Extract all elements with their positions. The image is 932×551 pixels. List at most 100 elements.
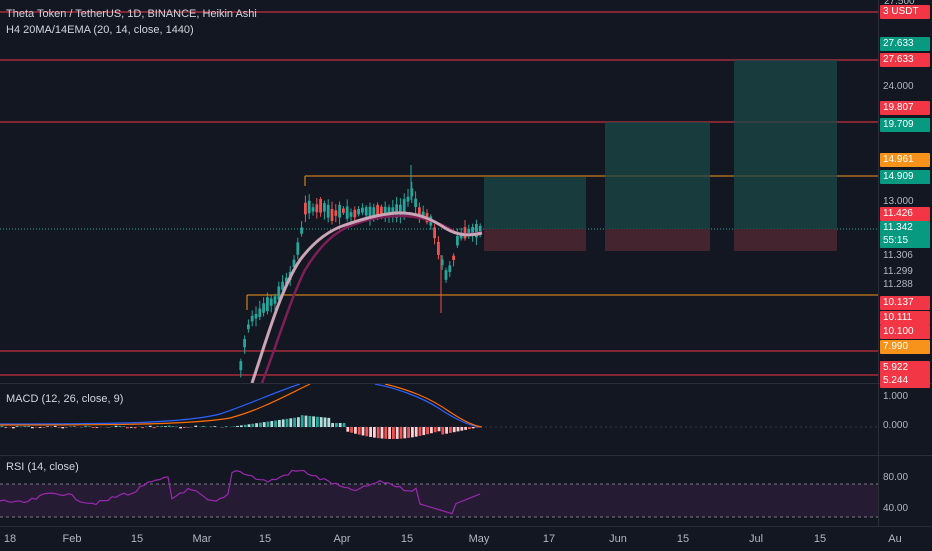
time-label: May — [469, 533, 490, 545]
macd-histogram-bar — [130, 427, 133, 428]
main-chart-pane[interactable]: Theta Token / TetherUS, 1D, BINANCE, Hei… — [0, 0, 878, 383]
price-label: 10.137 — [880, 296, 930, 310]
price-label: 7.990 — [880, 340, 930, 354]
macd-histogram-bar — [426, 427, 429, 434]
candle-body — [247, 324, 250, 329]
macd-histogram-bar — [403, 427, 406, 438]
macd-histogram-bar — [160, 426, 163, 427]
price-chart[interactable] — [0, 0, 878, 383]
candle-body — [296, 242, 299, 254]
macd-histogram-bar — [320, 417, 323, 427]
candle-body — [456, 236, 459, 246]
candle-body — [255, 314, 258, 319]
macd-histogram-bar — [457, 427, 460, 431]
price-label: 14.961 — [880, 153, 930, 167]
macd-histogram-bar — [251, 424, 254, 427]
time-label: Apr — [333, 533, 350, 545]
indicator-scale-label: 0.000 — [880, 419, 930, 433]
macd-histogram-bar — [4, 427, 7, 428]
macd-histogram-bar — [331, 423, 334, 427]
candle-body — [418, 207, 421, 215]
macd-histogram-bar — [31, 427, 34, 428]
macd-histogram-bar — [343, 423, 346, 427]
time-label: 15 — [814, 533, 826, 545]
price-label: 14.909 — [880, 170, 930, 184]
candle-body — [338, 205, 341, 218]
indicator-scale-label: 1.000 — [880, 390, 930, 404]
macd-histogram-bar — [194, 426, 197, 427]
price-scale[interactable]: 27.500 — [878, 0, 932, 526]
macd-histogram-bar — [16, 426, 19, 427]
macd-histogram-bar — [255, 423, 258, 427]
candle-body — [270, 298, 273, 305]
macd-histogram-bar — [12, 427, 15, 428]
candle-body — [448, 265, 451, 272]
macd-histogram-bar — [54, 426, 57, 427]
macd-histogram-bar — [301, 415, 304, 427]
macd-histogram-bar — [407, 427, 410, 438]
macd-histogram-bar — [430, 427, 433, 433]
macd-histogram-bar — [225, 426, 228, 427]
macd-histogram-bar — [354, 427, 357, 434]
macd-histogram-bar — [415, 427, 418, 437]
price-label: 11.342 — [880, 221, 930, 235]
ma-line — [252, 213, 482, 383]
price-label: 55:15 — [880, 234, 930, 248]
macd-histogram-bar — [441, 427, 444, 434]
macd-histogram-bar — [267, 422, 270, 427]
macd-histogram-bar — [308, 416, 311, 427]
macd-histogram-bar — [141, 427, 144, 428]
price-label: 5.922 — [880, 361, 930, 375]
macd-histogram-bar — [118, 426, 121, 427]
macd-histogram-bar — [232, 426, 235, 427]
price-label: 11.306 — [880, 249, 930, 263]
candle-body — [365, 207, 368, 215]
macd-histogram-bar — [202, 426, 205, 427]
price-label: 24.000 — [880, 80, 930, 94]
macd-histogram-bar — [84, 426, 87, 427]
macd-histogram-bar — [27, 426, 30, 427]
macd-histogram-bar — [61, 427, 64, 428]
macd-histogram-bar — [297, 417, 300, 427]
macd-histogram-bar — [316, 417, 319, 427]
macd-histogram-bar — [58, 427, 61, 428]
indicator-legend[interactable]: H4 20MA/14EMA (20, 14, close, 1440) — [6, 24, 194, 36]
macd-histogram-bar — [168, 426, 171, 427]
candle-body — [437, 242, 440, 255]
candle-body — [308, 201, 311, 214]
macd-histogram-bar — [358, 427, 361, 435]
macd-histogram-bar — [422, 427, 425, 435]
macd-histogram-bar — [274, 420, 277, 427]
candle-body — [315, 204, 318, 212]
price-label: 19.807 — [880, 101, 930, 115]
long-position-stop-zone — [734, 229, 837, 251]
macd-pane[interactable]: MACD (12, 26, close, 9) — [0, 384, 878, 455]
candle-body — [331, 209, 334, 221]
macd-histogram-bar — [396, 427, 399, 439]
macd-histogram-bar — [210, 426, 213, 427]
macd-legend[interactable]: MACD (12, 26, close, 9) — [6, 393, 123, 405]
macd-histogram-bar — [365, 427, 368, 436]
long-position-profit-zone — [734, 60, 837, 229]
symbol-title[interactable]: Theta Token / TetherUS, 1D, BINANCE, Hei… — [6, 8, 257, 20]
price-label: 19.709 — [880, 118, 930, 132]
ema-line — [262, 216, 482, 383]
candle-body — [407, 197, 410, 202]
macd-histogram-bar — [411, 427, 414, 437]
macd-histogram-bar — [377, 427, 380, 438]
candle-body — [251, 316, 254, 322]
candle-body — [464, 227, 467, 238]
time-label: Mar — [193, 533, 212, 545]
macd-histogram-bar — [183, 427, 186, 428]
candle-body — [452, 256, 455, 260]
rsi-legend[interactable]: RSI (14, close) — [6, 461, 79, 473]
price-label: 27.633 — [880, 37, 930, 51]
candle-body — [323, 203, 326, 211]
rsi-pane[interactable]: RSI (14, close) — [0, 456, 878, 524]
macd-histogram-bar — [153, 427, 156, 428]
macd-histogram-bar — [282, 419, 285, 427]
rsi-band — [0, 484, 878, 517]
macd-histogram-bar — [369, 427, 372, 437]
indicator-scale-label: 40.00 — [880, 502, 930, 516]
